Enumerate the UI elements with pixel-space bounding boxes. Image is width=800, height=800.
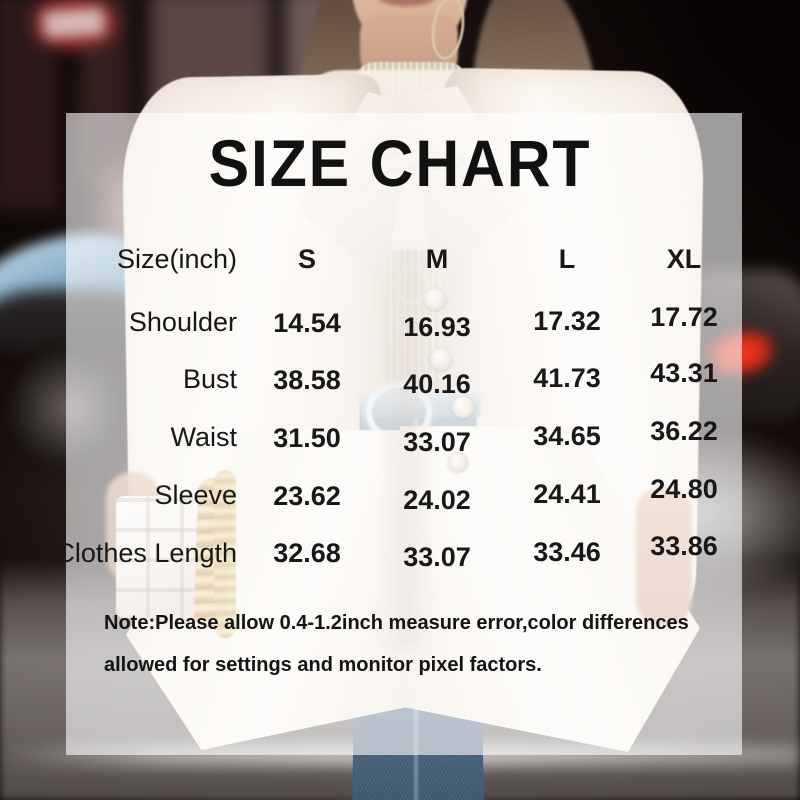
table-cell-bust-s: 38.58 — [273, 365, 341, 395]
table-cell-clothes-length-l: 33.46 — [533, 537, 601, 567]
table-cell-bust-m: 40.16 — [403, 369, 471, 399]
table-cell-sleeve-s: 23.62 — [273, 481, 341, 511]
table-cell-waist-s: 31.50 — [273, 423, 341, 453]
table-cell-sleeve-xl: 24.80 — [650, 474, 718, 504]
table-row-label-sleeve: Sleeve — [154, 480, 237, 510]
table-cell-clothes-length-xl: 33.86 — [650, 531, 718, 561]
table-cell-sleeve-l: 24.41 — [533, 479, 601, 509]
table-cell-waist-m: 33.07 — [403, 427, 471, 457]
table-cell-clothes-length-m: 33.07 — [403, 542, 471, 572]
table-cell-shoulder-m: 16.93 — [403, 312, 471, 342]
table-cell-waist-xl: 36.22 — [650, 416, 718, 446]
table-header-size-m: M — [425, 244, 449, 274]
page-title: SIZE CHART — [208, 126, 592, 200]
table-row-label-waist: Waist — [170, 422, 238, 452]
size-note-line-1: Note:Please allow 0.4-1.2inch measure er… — [104, 612, 689, 634]
table-cell-shoulder-s: 14.54 — [273, 308, 341, 338]
table-cell-waist-l: 34.65 — [533, 421, 601, 451]
table-row-label-shoulder: Shoulder — [128, 307, 237, 337]
table-row-label-bust: Bust — [182, 364, 237, 394]
table-cell-sleeve-m: 24.02 — [403, 485, 471, 515]
table-header-size-unit: Size(inch) — [116, 244, 237, 274]
table-header-size-xl: XL — [666, 244, 702, 274]
table-cell-bust-l: 41.73 — [533, 363, 601, 393]
table-row-label-clothes-length: Clothes Length — [55, 538, 237, 568]
table-cell-bust-xl: 43.31 — [650, 358, 718, 388]
model-lips — [378, 0, 436, 6]
table-header-size-s: S — [297, 244, 316, 274]
table-header-size-l: L — [558, 244, 576, 274]
table-cell-clothes-length-s: 32.68 — [273, 538, 341, 568]
table-cell-shoulder-l: 17.32 — [533, 306, 601, 336]
table-cell-shoulder-xl: 17.72 — [650, 302, 718, 332]
size-note-line-2: allowed for settings and monitor pixel f… — [104, 654, 542, 676]
size-chart-overlay-panel — [66, 113, 742, 755]
